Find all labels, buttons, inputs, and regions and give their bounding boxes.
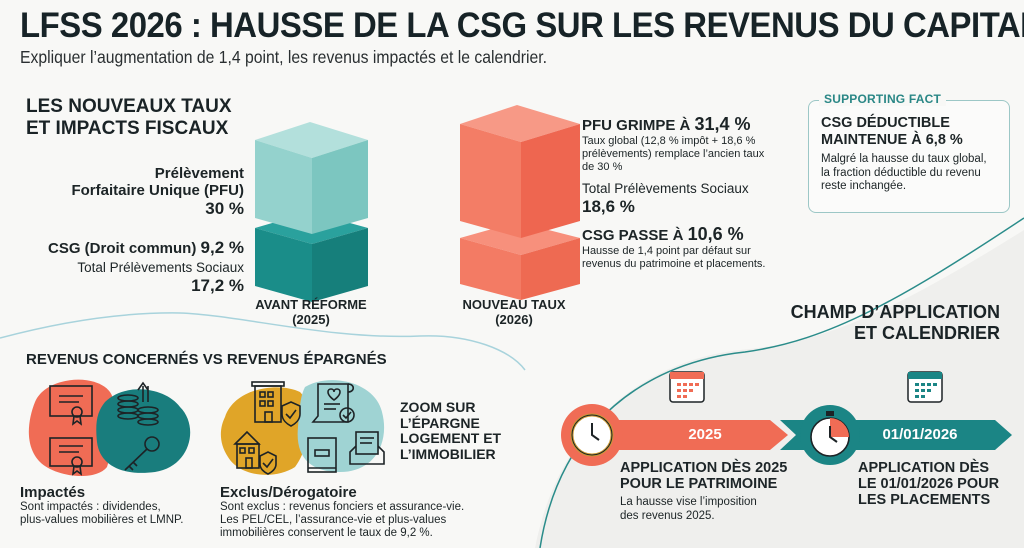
- nouveau-caption: NOUVEAU TAUX (2026): [455, 297, 573, 327]
- section-heading-revenus: REVENUS CONCERNÉS VS REVENUS ÉPARGNÉS: [26, 351, 387, 368]
- avant-caption: AVANT RÉFORME (2025): [255, 297, 367, 327]
- supporting-fact-card: SUPPORTING FACT CSG DÉDUCTIBLE MAINTENUE…: [808, 92, 1010, 213]
- zoom-epargne-callout: ZOOM SUR L’ÉPARGNE LOGEMENT ET L’IMMOBIL…: [400, 399, 502, 462]
- heading-line: ET CALENDRIER: [853, 323, 1000, 343]
- caption-line: (2025): [292, 312, 330, 327]
- pfu-label-line: Forfaitaire Unique (PFU): [71, 182, 244, 199]
- csg-desc: Hausse de 1,4 point par défaut sur: [582, 245, 751, 257]
- zoom-line: L’ÉPARGNE: [400, 414, 480, 431]
- csg-value: 10,6 %: [687, 224, 744, 244]
- timeline-step-1: APPLICATION DÈS 2025 POUR LE PATRIMOINE …: [620, 460, 787, 523]
- page-title: LFSS 2026 : HAUSSE DE LA CSG SUR LES REV…: [20, 6, 1024, 45]
- total-value: 17,2 %: [191, 276, 244, 295]
- nouveau-csg-block: CSG PASSE À 10,6 % Hausse de 1,4 point p…: [582, 225, 802, 271]
- impactes-desc: plus-values mobilières et LMNP.: [20, 514, 184, 526]
- zoom-line: LOGEMENT ET: [400, 430, 502, 446]
- section-heading-calendrier: CHAMP D’APPLICATION ET CALENDRIER: [760, 302, 1000, 344]
- section-heading-taux: LES NOUVEAUX TAUX ET IMPACTS FISCAUX: [26, 96, 232, 140]
- step-title: LES PLACEMENTS: [858, 492, 991, 508]
- step-desc: des revenus 2025.: [620, 509, 715, 522]
- caption-line: AVANT RÉFORME: [255, 297, 367, 312]
- total-label: Total Prélèvements Sociaux: [582, 181, 749, 196]
- fact-title: CSG DÉDUCTIBLE: [821, 115, 950, 131]
- heading-line: CHAMP D’APPLICATION: [790, 302, 1000, 322]
- heading-line: LES NOUVEAUX TAUX: [26, 96, 232, 117]
- pfu-value: 31,4 %: [694, 114, 751, 134]
- step-title: LE 01/01/2026 POUR: [858, 476, 1000, 492]
- impactes-block: Impactés Sont impactés : dividendes, plu…: [20, 484, 183, 527]
- csg-title: CSG PASSE À: [582, 227, 688, 244]
- step-title: APPLICATION DÈS 2025: [620, 460, 788, 476]
- page-subtitle: Expliquer l’augmentation de 1,4 point, l…: [20, 47, 548, 67]
- avant-csg-label: CSG (Droit commun) 9,2 % Total Prélèveme…: [20, 238, 244, 295]
- timeline-label-2026: 01/01/2026: [882, 426, 958, 443]
- zoom-line: ZOOM SUR: [400, 399, 476, 415]
- impactes-title: Impactés: [20, 484, 86, 501]
- fact-body: Malgré la hausse du taux global,: [821, 153, 987, 165]
- impactes-desc: Sont impactés : dividendes,: [20, 501, 161, 513]
- zoom-line: L’IMMOBILIER: [400, 445, 496, 462]
- supporting-fact-tag: SUPPORTING FACT: [819, 92, 947, 106]
- pfu-label-line: Prélèvement: [154, 165, 244, 182]
- timeline-step-2: APPLICATION DÈS LE 01/01/2026 POUR LES P…: [858, 460, 999, 508]
- exclus-title: Exclus/Dérogatoire: [220, 484, 357, 501]
- avant-pfu-label: Prélèvement Forfaitaire Unique (PFU) 30 …: [20, 165, 244, 219]
- csg-value: 9,2 %: [200, 238, 244, 257]
- pfu-desc: Taux global (12,8 % impôt + 18,6 %: [582, 135, 756, 147]
- caption-line: (2026): [495, 312, 533, 327]
- pfu-title: PFU GRIMPE À: [582, 117, 695, 134]
- cube-nouveau-taux: [460, 105, 580, 300]
- pfu-value: 30 %: [205, 199, 244, 218]
- nouveau-pfu-block: PFU GRIMPE À 31,4 % Taux global (12,8 % …: [582, 115, 792, 217]
- timeline-label-2025: 2025: [688, 426, 722, 443]
- exclus-desc: Les PEL/CEL, l’assurance-vie et plus-val…: [220, 514, 447, 526]
- exclus-desc: Sont exclus : revenus fonciers et assura…: [220, 501, 465, 513]
- impactes-illustration: [28, 379, 191, 477]
- exclus-desc: immobilières conservent le taux de 9,2 %…: [220, 527, 433, 539]
- exclus-block: Exclus/Dérogatoire Sont exclus : revenus…: [220, 484, 464, 540]
- total-value: 18,6 %: [582, 197, 635, 216]
- pfu-desc: de 30 %: [582, 161, 623, 173]
- calendar-icon-coral: [669, 371, 705, 403]
- total-label: Total Prélèvements Sociaux: [77, 260, 244, 275]
- heading-line: ET IMPACTS FISCAUX: [26, 118, 229, 139]
- step-title: POUR LE PATRIMOINE: [620, 476, 778, 492]
- cube-avant-reforme: [255, 122, 368, 302]
- calendar-icon-teal: [907, 371, 943, 403]
- fact-body: la fraction déductible du revenu: [821, 166, 981, 179]
- fact-title: MAINTENUE À 6,8 %: [821, 132, 963, 148]
- step-desc: La hausse vise l’imposition: [620, 496, 757, 508]
- pfu-desc: prélèvements) remplace l’ancien taux: [582, 148, 765, 160]
- csg-label: CSG (Droit commun): [48, 240, 197, 257]
- csg-desc: revenus du patrimoine et placements.: [582, 258, 766, 270]
- exclus-illustration: [220, 380, 385, 475]
- step-title: APPLICATION DÈS: [858, 460, 990, 476]
- timeline: [561, 371, 1012, 466]
- fact-body: reste inchangée.: [821, 180, 907, 192]
- caption-line: NOUVEAU TAUX: [462, 297, 566, 312]
